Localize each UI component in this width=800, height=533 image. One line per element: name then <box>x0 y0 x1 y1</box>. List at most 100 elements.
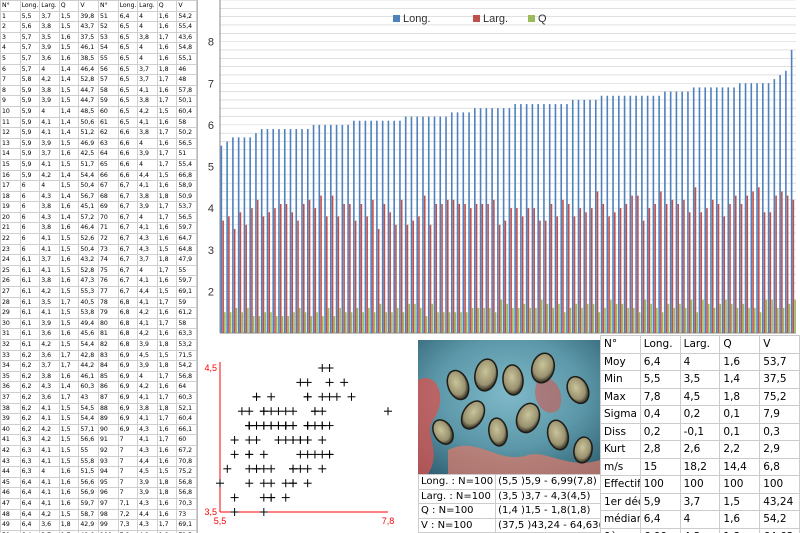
bar <box>579 208 582 333</box>
table-cell: 58,9 <box>176 180 197 192</box>
bar <box>298 308 301 333</box>
table-cell: 54,2 <box>176 360 197 372</box>
stats-cell: 5,9 <box>639 492 681 511</box>
bar <box>281 316 284 333</box>
bar <box>450 112 453 333</box>
scatter-point <box>340 378 349 387</box>
bar <box>698 87 701 333</box>
table-cell: 1,7 <box>156 519 178 531</box>
table-cell: 64 <box>97 148 119 160</box>
table-cell: 7,1 <box>117 497 139 510</box>
table-cell: 3,9 <box>39 317 60 330</box>
bar <box>684 308 687 333</box>
table-cell: 6,5 <box>117 105 139 118</box>
scatter-point <box>259 407 268 416</box>
bar <box>539 220 541 333</box>
table-cell: 1,7 <box>58 391 80 404</box>
stats-cell: médiane <box>600 510 641 529</box>
table-cell: 56,5 <box>176 137 197 150</box>
bar <box>448 312 451 333</box>
scatter-point <box>245 450 254 459</box>
table-cell: 6 <box>19 180 41 192</box>
stats-cell: 6,8 <box>759 457 800 476</box>
table-cell: 55,4 <box>176 158 197 171</box>
stats-row: m/s 15 18,2 14,4 6,8 <box>600 457 800 476</box>
table-cell: 1,4 <box>58 381 80 393</box>
table-cell: 1,5 <box>58 243 80 256</box>
table-cell: 6,8 <box>117 296 139 309</box>
bar <box>661 312 664 333</box>
bar <box>535 308 537 333</box>
legend-label: Larg. <box>483 13 508 25</box>
table-row: 4 5,7 3,9 1,5 46,1 54 6,5 4 1,6 54,8 <box>0 42 197 54</box>
bar <box>504 220 507 333</box>
bar <box>546 303 549 333</box>
table-cell: 1,6 <box>58 476 80 489</box>
table-cell: 1,6 <box>156 42 178 54</box>
table-cell: 48 <box>176 74 197 86</box>
scatter-point <box>289 479 298 488</box>
table-cell: 4,1 <box>39 158 60 171</box>
bar <box>752 191 754 333</box>
table-cell: 1,6 <box>156 455 178 468</box>
table-cell: 73 <box>97 243 119 256</box>
bar <box>232 137 234 333</box>
table-cell: 8 <box>0 84 21 97</box>
table-cell: 6,2 <box>19 413 41 425</box>
header-cell: Larg. <box>137 0 158 12</box>
scatter-point <box>281 436 290 444</box>
table-cell: 37 <box>0 391 21 404</box>
table-cell: 5,9 <box>19 169 41 182</box>
bar <box>429 224 432 333</box>
table-cell: 6 <box>0 63 21 76</box>
table-row: 41 6,3 4,2 1,5 56,6 91 7 4,1 1,7 60 <box>0 434 197 446</box>
bar <box>275 316 278 333</box>
table-cell: 39 <box>0 413 21 425</box>
bar <box>422 116 424 333</box>
bar <box>765 299 768 333</box>
table-cell: 1,6 <box>156 381 178 393</box>
bar <box>477 308 480 333</box>
bar <box>314 208 317 333</box>
table-cell: 4,1 <box>39 487 60 499</box>
bar <box>310 316 313 333</box>
bar <box>537 104 539 333</box>
table-cell: 18 <box>0 190 21 203</box>
table-cell: 6,4 <box>19 487 41 499</box>
bar <box>781 191 783 333</box>
bar <box>614 212 616 333</box>
bar <box>710 87 712 333</box>
bar <box>692 87 695 333</box>
stats-cell: 0,3 <box>759 422 800 441</box>
bar <box>376 120 378 334</box>
table-cell: 7 <box>117 487 139 499</box>
bar <box>330 124 332 333</box>
header-cell: N° <box>97 0 119 12</box>
table-cell: 3,9 <box>137 339 158 351</box>
bar <box>631 195 633 333</box>
table-cell: 6,7 <box>117 275 139 288</box>
table-cell: 4,1 <box>39 402 60 415</box>
table-row: 30 6,1 3,9 1,5 49,4 80 6,8 4,1 1,7 58 <box>0 317 197 330</box>
table-cell: 1,5 <box>58 233 80 245</box>
table-cell: 17 <box>0 180 21 192</box>
bar <box>629 95 632 333</box>
bar <box>389 212 391 333</box>
table-cell: 85 <box>97 370 119 383</box>
bar <box>782 308 785 333</box>
table-cell: 55,8 <box>78 455 99 468</box>
bar <box>316 312 318 333</box>
table-cell: 91 <box>97 434 119 446</box>
table-row: 11 5,9 4,1 1,4 50,6 61 6,5 4,1 1,6 58 <box>0 116 197 129</box>
table-cell: 92 <box>97 444 119 457</box>
bar <box>508 108 511 333</box>
table-cell: 4,1 <box>137 317 158 330</box>
scatter-point <box>281 493 290 502</box>
bar <box>431 303 434 333</box>
table-cell: 1,6 <box>156 222 178 235</box>
table-row: 2 5,6 3,8 1,5 43,7 52 6,5 4 1,6 55,4 <box>0 21 197 33</box>
table-cell: 46,1 <box>78 42 99 54</box>
table-cell: 1,5 <box>156 349 178 362</box>
scatter-point <box>245 436 254 444</box>
bar <box>567 203 570 333</box>
